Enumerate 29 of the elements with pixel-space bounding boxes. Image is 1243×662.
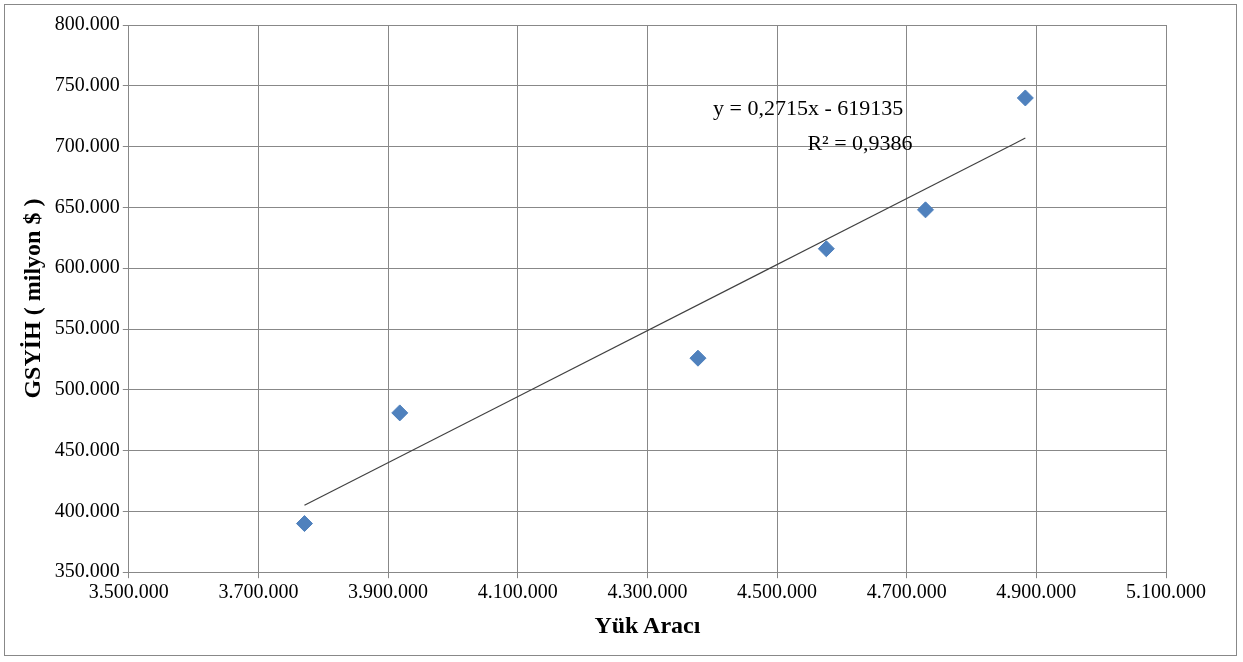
y-tick-label: 550.000 xyxy=(54,316,120,339)
point xyxy=(391,404,409,422)
point xyxy=(817,240,835,258)
x-tick-label: 3.500.000 xyxy=(88,580,169,603)
y-tick-label: 350.000 xyxy=(54,559,120,582)
x-tick-label: 4.900.000 xyxy=(996,580,1077,603)
y-axis-title: GSYİH ( milyon $ ) xyxy=(18,198,45,399)
point xyxy=(295,515,313,533)
y-tick-label: 500.000 xyxy=(54,377,120,400)
y-tick-label: 650.000 xyxy=(54,194,120,217)
y-tick-label: 450.000 xyxy=(54,437,120,460)
y-tick-label: 400.000 xyxy=(54,498,120,521)
x-tick-label: 4.300.000 xyxy=(607,580,688,603)
annotation: y = 0,2715x - 619135 xyxy=(713,94,904,120)
annotation: R² = 0,9386 xyxy=(807,129,913,155)
point xyxy=(917,201,934,219)
point xyxy=(1016,89,1034,107)
x-axis-title: Yük Aracı xyxy=(594,611,701,638)
x-tick-label: 5.100.000 xyxy=(1126,580,1206,603)
x-tick-label: 4.700.000 xyxy=(866,580,947,603)
y-tick-label: 600.000 xyxy=(54,255,120,278)
y-tick-label: 800.000 xyxy=(54,12,120,35)
x-tick-label: 3.700.000 xyxy=(218,580,299,603)
y-tick-label: 750.000 xyxy=(54,73,120,96)
point xyxy=(689,349,707,367)
y-tick-label: 700.000 xyxy=(54,133,120,156)
x-tick-label: 4.100.000 xyxy=(477,580,558,603)
x-tick-label: 4.500.000 xyxy=(737,580,818,603)
x-tick-label: 3.900.000 xyxy=(348,580,429,603)
